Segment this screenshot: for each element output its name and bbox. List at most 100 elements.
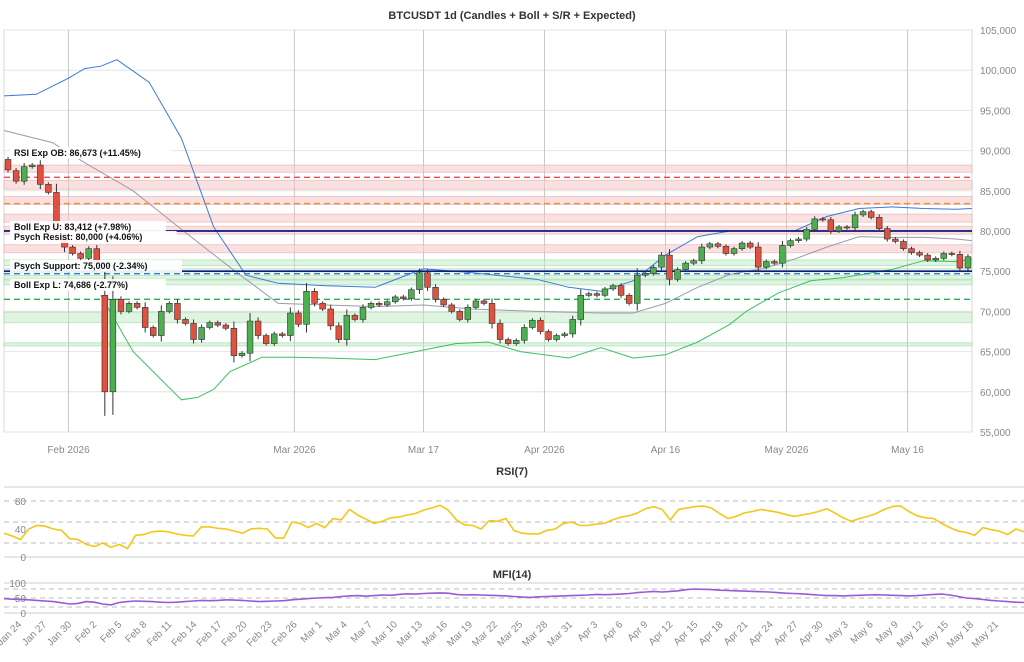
candle [722,244,730,256]
candle-body [271,333,278,344]
y-tick-label: 75,000 [980,267,1011,278]
candle-body [561,333,568,336]
support-zone [3,274,973,280]
candle [504,337,512,346]
candle [432,284,439,303]
candle [763,259,770,270]
candle [658,252,665,271]
candle-body [416,272,423,290]
candle [424,269,431,291]
resistance-zone [3,164,973,173]
level-label-box [10,147,172,159]
candle-body [117,299,125,312]
candle-body [480,300,488,304]
y-tick-label: 90,000 [980,147,1011,158]
mfi-x-tick-label: Feb 17 [195,619,225,649]
main-chart-title: BTCUSDT 1d (Candles + Boll + S/R + Expec… [388,10,636,22]
candle [214,320,221,328]
candle [698,243,705,265]
candle-body [166,303,173,312]
mfi-x-tick-label: Feb 14 [170,619,200,649]
y-tick-label: 60,000 [980,388,1011,399]
candle-body [755,246,762,268]
rsi-line [3,504,1024,550]
bollinger-mid-line [3,130,973,314]
mfi-x-tick-label: Feb 26 [270,619,300,649]
candle [690,258,697,266]
candle [343,309,351,346]
candle-body [69,246,76,254]
level-label: Psych Resist: 80,000 (+4.06%) [14,232,142,242]
mfi-x-tick-label: Mar 1 [299,619,325,645]
candle [69,245,76,256]
candle [303,283,310,333]
candle-body [109,299,117,393]
candle-body [150,327,157,336]
candle-body [279,333,286,336]
candle-body [343,315,351,340]
candle-body [238,352,246,356]
candle [295,310,302,328]
candle-body [504,339,512,344]
candle-body [295,312,302,325]
candle-body [133,303,141,308]
candle-body [287,312,294,336]
candle-body [730,248,738,254]
candle-body [262,335,270,344]
mfi-x-tick-label: Jan 30 [45,619,74,648]
candle [279,331,286,338]
candle [198,324,205,343]
candle [488,298,496,329]
candle [230,321,238,363]
candle-body [359,307,367,320]
candle [472,298,480,310]
mfi-x-tick-label: May 3 [824,619,851,646]
resistance-zone [3,244,973,254]
candle-body [851,214,859,229]
candle-body [577,295,584,320]
level-label: Psych Support: 75,000 (-2.34%) [14,261,148,271]
candle [408,287,415,301]
level-label-box [10,221,166,233]
x-tick-label: Mar 2026 [273,445,316,456]
candle-body [174,303,181,320]
candle [150,325,157,338]
candle-body [206,322,213,328]
resistance-zone [3,225,973,235]
mfi-x-tick-label: Feb 2 [73,619,99,645]
candle-body [521,327,528,341]
candle [666,249,673,286]
candle-body [811,218,818,230]
candle-body [884,228,891,240]
candle [222,323,230,331]
candle [609,283,617,291]
rsi-y-tick: 40 [15,525,27,536]
candle-body [85,248,92,259]
candle [932,256,939,262]
bollinger-upper-line [3,59,973,292]
candle-body [642,273,649,276]
x-tick-label: Mar 17 [408,445,440,456]
candle-body [77,253,84,259]
candle-body [819,218,826,221]
candle [29,163,36,169]
candle [271,331,278,346]
candle [125,301,133,314]
candle [351,313,359,322]
candle-body [335,325,342,340]
candle [238,351,246,358]
candle [819,216,826,222]
candle [561,331,568,338]
candle [400,294,407,301]
mfi-x-tick-label: Mar 19 [445,619,475,649]
bollinger-lower-line [100,258,973,401]
candle-body [666,254,673,280]
candle-body [835,226,843,232]
support-zone [3,259,973,267]
mfi-x-tick-label: Mar 16 [420,619,450,649]
candle-body [682,262,689,270]
candle-body [924,254,931,261]
candle-body [400,296,407,299]
candle-body [246,320,254,354]
mfi-x-tick-label: Jan 27 [20,619,49,648]
